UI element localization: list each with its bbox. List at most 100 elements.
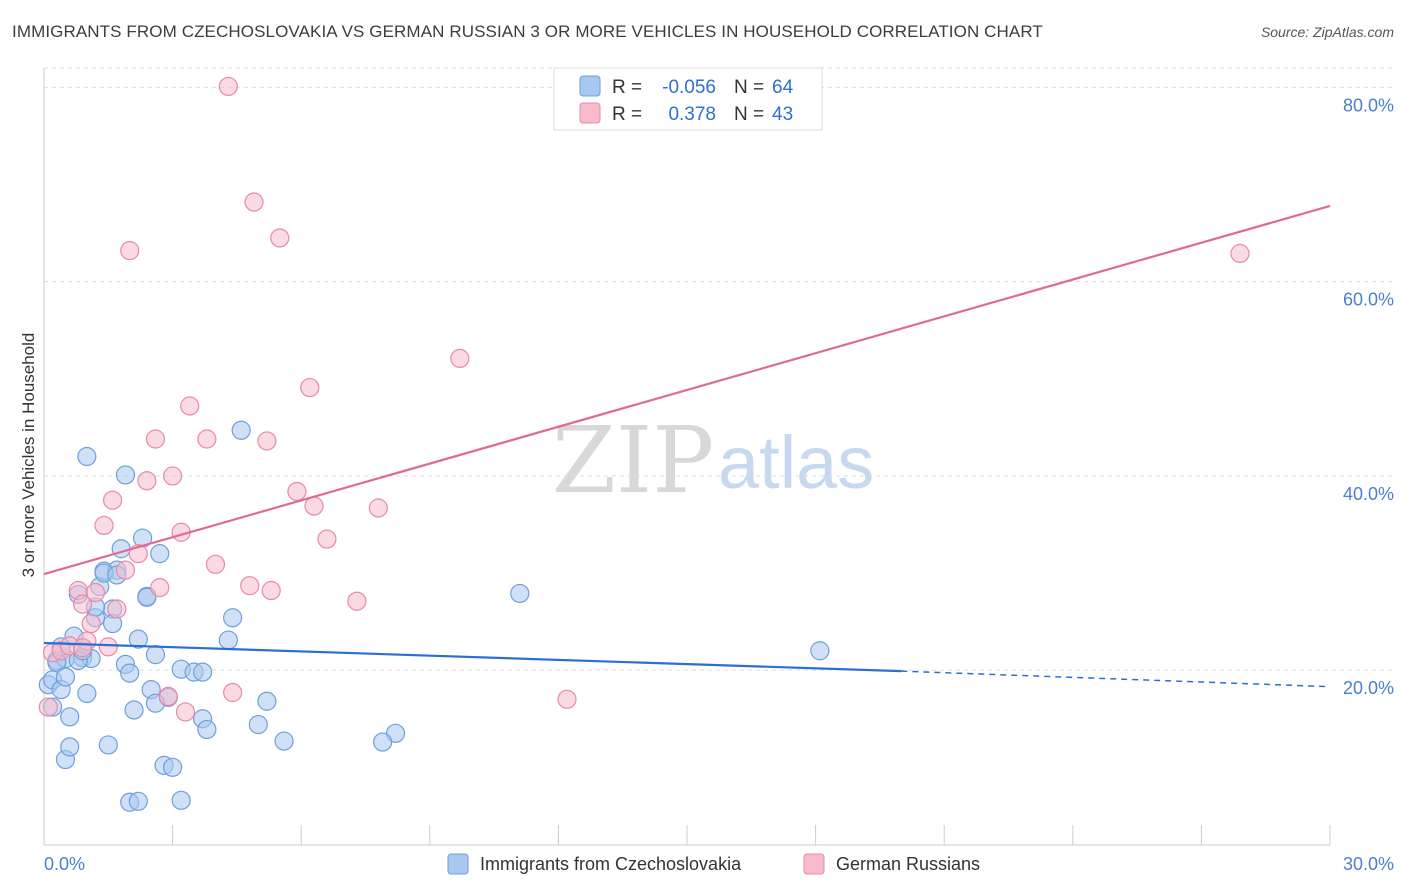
german-russians-point-8 (85, 582, 106, 603)
czechoslovakia-point-17 (111, 539, 131, 559)
german-russians-point-32 (270, 228, 290, 248)
trend-line-german-russians (43, 204, 1331, 576)
german-russians-point-12 (107, 599, 127, 619)
trend-line-czechoslovakia-extension (901, 670, 1331, 688)
legend-n-label-1: N = (734, 77, 764, 98)
german-russians-point-9 (94, 515, 114, 536)
czechoslovakia-point-9 (77, 683, 97, 704)
y-tick-label-40: 40.0% (1343, 484, 1394, 504)
legend-swatch-blue (579, 75, 601, 97)
czechoslovakia-point-25 (145, 645, 166, 665)
czechoslovakia-point-5 (60, 707, 80, 727)
czechoslovakia-point-46 (77, 446, 97, 467)
bottom-legend-swatch-pink (803, 853, 825, 875)
german-russians-point-31 (261, 580, 281, 601)
german-russians-point-25 (205, 554, 226, 574)
german-russians-point-20 (163, 466, 183, 486)
y-tick-label-80: 80.0% (1343, 95, 1394, 115)
bottom-legend-label-german-russians: German Russians (836, 854, 980, 874)
czechoslovakia-point-19 (120, 663, 140, 683)
czechoslovakia-point-49 (115, 465, 136, 485)
legend-r-label-2: R = (612, 104, 642, 125)
series-german-russians-points (38, 76, 1250, 722)
german-russians-point-17 (145, 429, 166, 449)
legend-r-label-1: R = (612, 77, 642, 98)
german-russians-point-41 (1230, 243, 1250, 264)
german-russians-point-13 (115, 560, 136, 580)
german-russians-point-23 (180, 396, 200, 416)
german-russians-point-36 (317, 529, 337, 549)
czechoslovakia-point-36 (248, 714, 268, 735)
czechoslovakia-point-58 (137, 587, 157, 607)
german-russians-point-10 (98, 637, 118, 657)
czechoslovakia-point-35 (231, 420, 251, 440)
german-russians-point-28 (240, 576, 260, 596)
y-tick-label-20: 20.0% (1343, 678, 1394, 698)
legend-n-label-2: N = (734, 104, 764, 125)
german-russians-point-16 (137, 471, 157, 491)
czechoslovakia-point-37 (257, 691, 277, 711)
german-russians-point-0 (38, 697, 58, 717)
bottom-legend-swatch-blue (447, 853, 469, 875)
czechoslovakia-point-45 (60, 737, 80, 757)
german-russians-point-7 (81, 613, 101, 634)
czechoslovakia-point-51 (128, 791, 148, 811)
czechoslovakia-point-38 (274, 731, 294, 751)
watermark-zip: ZIP (552, 407, 714, 514)
czechoslovakia-point-62 (55, 667, 76, 687)
y-tick-labels: 20.0% 40.0% 60.0% 80.0% (1343, 95, 1394, 698)
german-russians-point-42 (72, 638, 93, 658)
chart-title: IMMIGRANTS FROM CZECHOSLOVAKIA VS GERMAN… (12, 22, 1043, 41)
czechoslovakia-point-14 (98, 735, 118, 755)
german-russians-point-19 (158, 686, 178, 706)
german-russians-point-35 (304, 496, 324, 516)
german-russians-point-11 (102, 490, 123, 510)
german-russians-point-26 (218, 76, 238, 97)
czechoslovakia-point-53 (163, 757, 183, 777)
x-ticks (172, 825, 1331, 845)
german-russians-point-14 (120, 240, 140, 261)
y-tick-label-60: 60.0% (1343, 290, 1394, 310)
german-russians-point-37 (347, 591, 367, 611)
czechoslovakia-point-41 (810, 641, 830, 661)
czechoslovakia-point-40 (510, 583, 530, 604)
legend-n-value-2: 43 (772, 104, 793, 125)
german-russians-point-29 (244, 192, 264, 212)
legend-r-value-1: -0.056 (662, 77, 716, 98)
german-russians-point-38 (368, 498, 388, 518)
czechoslovakia-point-20 (124, 700, 144, 720)
german-russians-point-40 (557, 689, 577, 709)
czechoslovakia-point-33 (218, 630, 238, 650)
x-tick-label-0: 0.0% (44, 854, 85, 874)
legend-n-value-1: 64 (772, 77, 794, 98)
trend-line-czechoslovakia (43, 641, 902, 673)
trend-lines (43, 204, 1331, 688)
czechoslovakia-point-61 (373, 732, 393, 752)
czechoslovakia-point-26 (150, 544, 170, 564)
bottom-legend-label-czechoslovakia: Immigrants from Czechoslovakia (480, 854, 742, 874)
legend-swatch-pink (579, 102, 601, 124)
czechoslovakia-point-60 (193, 662, 213, 682)
german-russians-point-22 (175, 702, 196, 722)
german-russians-point-24 (197, 429, 217, 449)
legend: R = -0.056 N = 64 R = 0.378 N = 43 (553, 67, 823, 131)
german-russians-point-5 (72, 594, 93, 614)
german-russians-point-39 (450, 348, 470, 369)
german-russians-point-27 (223, 682, 243, 703)
german-russians-point-30 (257, 431, 277, 451)
czechoslovakia-point-21 (128, 629, 148, 649)
czechoslovakia-point-54 (171, 790, 191, 810)
legend-r-value-2: 0.378 (668, 104, 716, 125)
german-russians-point-34 (300, 377, 320, 398)
watermark-atlas: atlas (718, 421, 874, 504)
czechoslovakia-point-34 (223, 608, 243, 628)
x-tick-labels: 0.0% 30.0% (44, 854, 1394, 874)
german-russians-point-33 (287, 481, 307, 502)
german-russians-point-18 (150, 578, 170, 598)
czechoslovakia-point-32 (197, 719, 217, 740)
y-axis-label: 3 or more Vehicles in Household (19, 333, 38, 578)
x-tick-label-1: 30.0% (1343, 854, 1394, 874)
chart-source: Source: ZipAtlas.com (1260, 24, 1394, 40)
watermark: ZIP atlas (552, 407, 874, 514)
